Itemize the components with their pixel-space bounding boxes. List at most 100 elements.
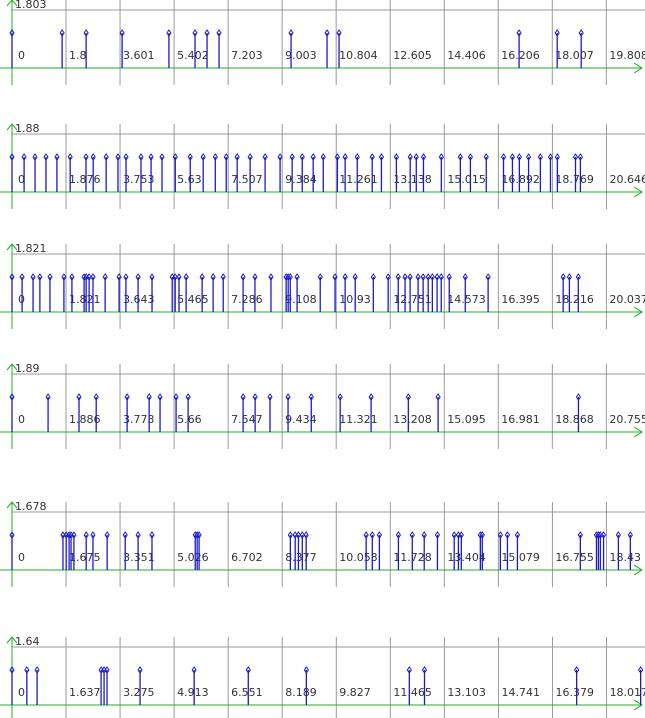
x-tick-label: 0: [18, 686, 25, 699]
stem-head: [220, 273, 226, 281]
stem-head: [115, 153, 121, 161]
x-tick-label: 8.377: [285, 551, 317, 564]
x-tick-label: 9.434: [285, 413, 317, 426]
x-axis-arrow: [633, 306, 643, 318]
stem-head: [477, 531, 483, 539]
x-tick-label: 0: [18, 173, 25, 186]
stem-head: [157, 393, 163, 401]
stem-head: [560, 273, 566, 281]
x-tick-label: 7.203: [231, 49, 263, 62]
stem-head: [61, 273, 67, 281]
stem-head: [240, 393, 246, 401]
x-tick-label: 20.755: [609, 413, 645, 426]
x-tick-label: 7.507: [231, 173, 262, 186]
stem-head: [342, 273, 348, 281]
stem-head: [192, 29, 198, 37]
x-axis-arrow: [633, 62, 643, 74]
stem-head: [317, 273, 323, 281]
x-axis-arrow: [633, 699, 643, 711]
stem-head: [451, 531, 457, 539]
stem-head: [116, 273, 122, 281]
stem-head: [104, 531, 110, 539]
stem-head: [434, 531, 441, 539]
stem-head: [299, 153, 305, 161]
x-tick-label: 6.551: [231, 686, 263, 699]
stem-head: [627, 531, 633, 539]
stem-head: [185, 393, 191, 401]
stem-head: [577, 153, 583, 161]
stem-head: [514, 531, 521, 539]
stem-head: [577, 531, 583, 539]
stem-head: [124, 393, 130, 401]
stem-head: [86, 273, 92, 281]
stem-head: [234, 153, 240, 161]
stem-head: [43, 153, 49, 161]
x-tick-label: 3.773: [123, 413, 154, 426]
x-tick-label: 8.189: [285, 686, 317, 699]
x-tick-label: 15.015: [447, 173, 486, 186]
stem-head: [395, 531, 402, 539]
stem-head: [425, 273, 431, 281]
stem-head: [337, 393, 343, 401]
x-tick-label: 20.646: [609, 173, 645, 186]
x-tick-label: 9.384: [285, 173, 317, 186]
stem-head: [32, 153, 38, 161]
y-axis-label: 1.678: [15, 500, 47, 513]
x-tick-label: 13.404: [447, 551, 486, 564]
stem-head: [566, 273, 572, 281]
stem-head: [47, 273, 53, 281]
x-tick-label: 18.216: [555, 293, 594, 306]
stem-head: [9, 666, 15, 674]
y-axis-arrow: [6, 501, 18, 509]
x-tick-label: 9.827: [339, 686, 371, 699]
stem-head: [516, 29, 522, 37]
stem-head: [378, 153, 385, 161]
stem-head: [500, 153, 507, 161]
stem-head: [71, 531, 77, 539]
stem-head: [485, 273, 491, 281]
stem-head: [90, 153, 96, 161]
stem-head: [575, 273, 581, 281]
stem-head: [324, 29, 330, 37]
stem-head: [67, 153, 73, 161]
stem-head: [204, 29, 210, 37]
stem-head: [421, 666, 428, 674]
stem-head: [593, 531, 600, 539]
stem-head: [66, 531, 72, 539]
x-tick-label: 1.876: [69, 173, 101, 186]
stem-head: [223, 153, 229, 161]
stem-head: [575, 393, 582, 401]
stem-head: [192, 531, 198, 539]
stem-head: [402, 273, 408, 281]
x-tick-label: 5.026: [177, 551, 209, 564]
x-tick-label: 16.379: [556, 686, 595, 699]
stem-head: [173, 393, 179, 401]
stem-head: [245, 666, 251, 674]
x-tick-label: 1.637: [69, 686, 101, 699]
stem-head: [122, 531, 128, 539]
stem-head: [240, 273, 246, 281]
stem-head: [370, 273, 376, 281]
y-axis-label: 1.803: [15, 0, 47, 11]
stem-head: [578, 29, 584, 37]
stem-head: [308, 393, 314, 401]
stem-head: [462, 273, 468, 281]
y-axis-arrow: [6, 123, 18, 131]
stem-head: [595, 531, 601, 539]
stem-head: [277, 153, 283, 161]
x-tick-label: 14.573: [447, 293, 486, 306]
x-tick-label: 15.095: [447, 413, 486, 426]
x-tick-label: 5.465: [177, 293, 209, 306]
stem-head: [191, 666, 197, 674]
stem-head: [303, 531, 309, 539]
x-tick-label: 3.601: [123, 49, 155, 62]
stem-head: [102, 273, 108, 281]
x-tick-label: 20.037: [609, 293, 645, 306]
stem-head: [30, 273, 36, 281]
stem-head: [574, 666, 580, 674]
stem-head: [9, 393, 15, 401]
x-tick-label: 10.804: [339, 49, 378, 62]
stem-head: [59, 29, 65, 37]
stem-head: [479, 531, 485, 539]
stem-head: [137, 666, 143, 674]
